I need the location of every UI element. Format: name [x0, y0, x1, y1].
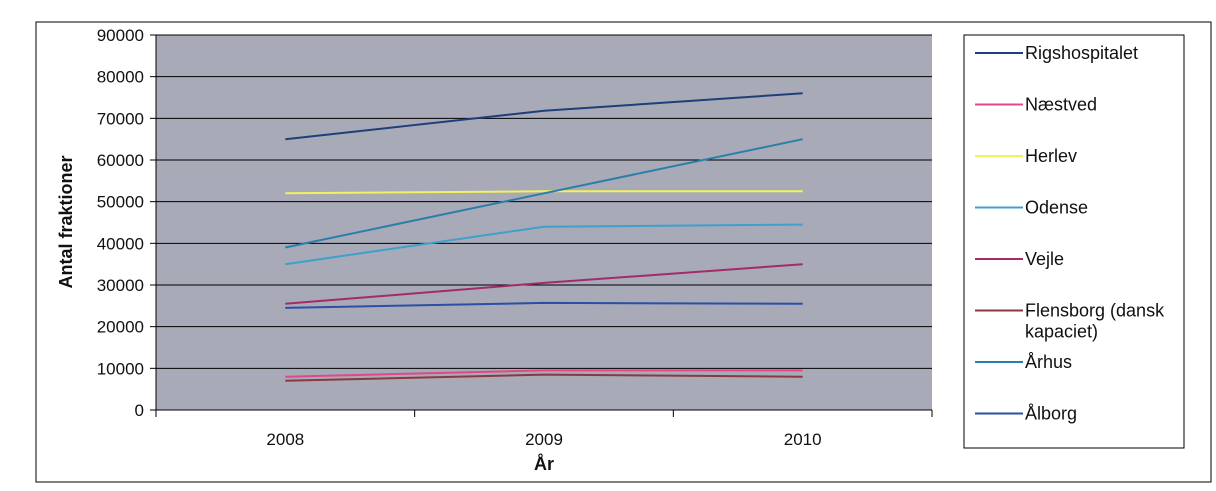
series-line-rhus [285, 138, 803, 249]
y-axis-title: Antal fraktioner [56, 155, 76, 288]
legend-label: Århus [1025, 352, 1072, 372]
legend-label: Odense [1025, 198, 1088, 218]
y-tick-label: 50000 [97, 193, 144, 212]
y-tick-label: 0 [135, 401, 144, 420]
y-tick-label: 80000 [97, 68, 144, 87]
plot-background [156, 35, 932, 410]
x-axis-title: År [534, 454, 554, 474]
series-line-herlev [285, 190, 803, 195]
legend-label: Herlev [1025, 146, 1077, 166]
y-tick-label: 90000 [97, 26, 144, 45]
x-tick-label: 2009 [525, 430, 563, 449]
y-tick-label: 60000 [97, 151, 144, 170]
y-tick-label: 20000 [97, 318, 144, 337]
legend-label: Vejle [1025, 249, 1064, 269]
series-lines [285, 92, 803, 382]
series-line-odense [285, 223, 803, 266]
legend-label: Ålborg [1025, 404, 1077, 424]
series-line-lborg [285, 301, 803, 309]
legend-label: Rigshospitalet [1025, 43, 1138, 63]
gridlines [156, 34, 932, 369]
y-tick-label: 10000 [97, 359, 144, 378]
plot-area: 0 10000 20000 30000 40000 50000 60000 70000 8000… [97, 26, 933, 449]
y-tick-label: 70000 [97, 109, 144, 128]
legend-label: Flensborg (dansk kapaciet) [1025, 301, 1165, 342]
x-tick-label: 2010 [784, 430, 822, 449]
series-line-vejle [285, 263, 803, 305]
legend-label: Næstved [1025, 95, 1097, 115]
axes: 0 10000 20000 30000 40000 50000 60000 70000 8000… [97, 26, 933, 449]
series-line-rigshospitalet [285, 92, 803, 141]
y-tick-label: 30000 [97, 276, 144, 295]
legend: Rigshospitalet Næstved Herlev Odense Vejle Fl… [975, 43, 1165, 424]
series-line-flensborg-dansk-kapaciet [285, 373, 803, 382]
y-tick-label: 40000 [97, 234, 144, 253]
series-line-n-stved [285, 369, 803, 378]
x-tick-label: 2008 [266, 430, 304, 449]
